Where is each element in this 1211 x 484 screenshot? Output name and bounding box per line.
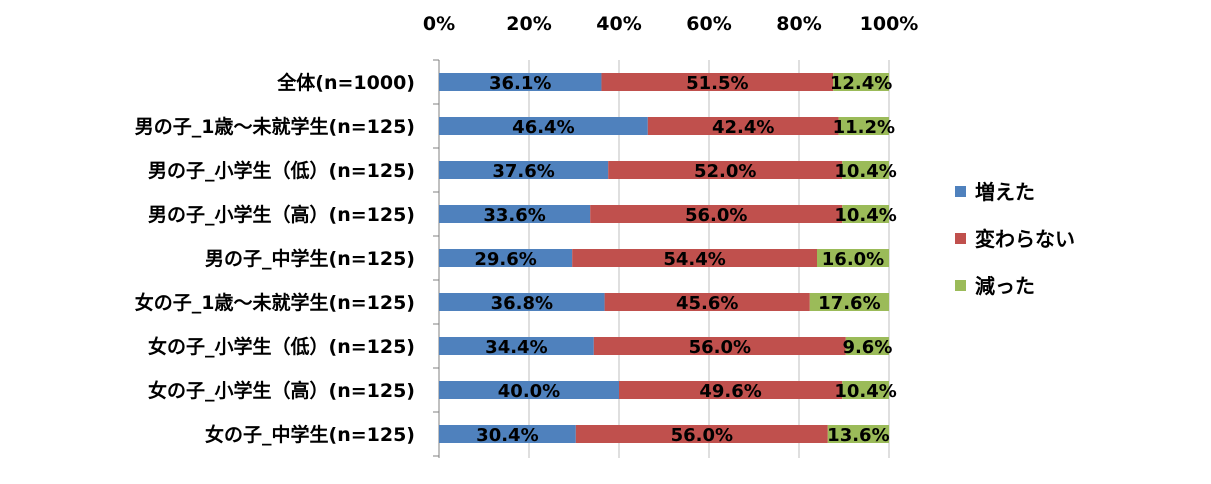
legend-label: 減った — [975, 274, 1035, 298]
bar-segment — [575, 425, 828, 443]
data-label: 34.4% — [485, 337, 547, 358]
bar-segment — [817, 249, 889, 267]
bar-segment — [439, 161, 609, 179]
bar-segment — [842, 205, 889, 223]
category-label: 男の子_1歳～未就学生(n=125) — [135, 115, 415, 138]
bar-segment — [439, 249, 573, 267]
bar-segment — [590, 205, 843, 223]
bar-segment — [619, 381, 843, 399]
data-label: 30.4% — [476, 425, 538, 446]
legend-swatch — [955, 280, 966, 291]
bar-segment — [439, 205, 591, 223]
bar-segment — [439, 73, 602, 91]
data-label: 40.0% — [498, 381, 560, 402]
bar-segment — [845, 337, 889, 355]
data-label: 13.6% — [827, 425, 889, 446]
category-label: 男の子_小学生（低）(n=125) — [148, 159, 415, 182]
legend-label: 変わらない — [975, 227, 1075, 251]
data-label: 42.4% — [712, 117, 774, 138]
data-label: 10.4% — [834, 381, 896, 402]
data-label: 11.2% — [833, 117, 895, 138]
bar-segment — [572, 249, 817, 267]
x-tick-label: 20% — [506, 13, 551, 35]
bar-segment — [842, 161, 889, 179]
data-label: 45.6% — [676, 293, 738, 314]
category-label: 女の子_小学生（高）(n=125) — [148, 379, 415, 402]
x-tick-label: 40% — [596, 13, 641, 35]
bar-segment — [439, 293, 605, 311]
category-label: 男の子_中学生(n=125) — [205, 247, 415, 270]
x-tick-label: 60% — [686, 13, 731, 35]
data-label: 29.6% — [474, 249, 536, 270]
x-tick-label: 80% — [776, 13, 821, 35]
data-label: 36.1% — [489, 73, 551, 94]
x-tick-label: 100% — [860, 13, 919, 35]
data-label: 36.8% — [491, 293, 553, 314]
bar-segment — [439, 337, 594, 355]
category-label: 全体(n=1000) — [276, 71, 415, 94]
data-label: 37.6% — [492, 161, 554, 182]
legend-swatch — [955, 233, 966, 244]
legend-label: 増えた — [975, 180, 1035, 204]
bar-segment — [833, 73, 889, 91]
bar-segment — [439, 381, 619, 399]
bar-segment — [842, 381, 889, 399]
data-label: 51.5% — [686, 73, 748, 94]
data-label: 10.4% — [834, 205, 896, 226]
bar-segment — [647, 117, 839, 135]
data-label: 33.6% — [483, 205, 545, 226]
bar-segment — [601, 73, 834, 91]
bars: 36.1% 51.5% 12.4% 46.4% 42.4% 11.2% 37.6% 52.0%… — [439, 73, 897, 446]
bar-segment — [608, 161, 843, 179]
legend-swatch — [955, 186, 966, 197]
data-label: 46.4% — [512, 117, 574, 138]
bar-segment — [809, 293, 889, 311]
bar-segment — [838, 117, 889, 135]
category-labels: 全体(n=1000) 男の子_1歳～未就学生(n=125) 男の子_小学生（低）(n… — [135, 71, 415, 446]
bar-segment — [593, 337, 846, 355]
x-tick-label: 0% — [423, 13, 455, 35]
data-label: 54.4% — [663, 249, 725, 270]
data-label: 49.6% — [699, 381, 761, 402]
category-label: 男の子_小学生（高）(n=125) — [148, 203, 415, 226]
x-axis-ticks: 0% 20% 40% 60% 80% 100% — [423, 13, 918, 35]
bar-segment — [439, 425, 576, 443]
data-label: 16.0% — [822, 249, 884, 270]
bar-segment — [604, 293, 810, 311]
bar-segment — [439, 117, 648, 135]
data-label: 12.4% — [830, 73, 892, 94]
data-label: 56.0% — [685, 205, 747, 226]
category-label: 女の子_1歳～未就学生(n=125) — [135, 291, 415, 314]
data-label: 10.4% — [834, 161, 896, 182]
bar-segment — [827, 425, 889, 443]
data-label: 56.0% — [671, 425, 733, 446]
data-label: 9.6% — [842, 337, 892, 358]
data-label: 17.6% — [818, 293, 880, 314]
data-label: 56.0% — [689, 337, 751, 358]
category-label: 女の子_小学生（低）(n=125) — [148, 335, 415, 358]
data-label: 52.0% — [694, 161, 756, 182]
category-label: 女の子_中学生(n=125) — [205, 423, 415, 446]
